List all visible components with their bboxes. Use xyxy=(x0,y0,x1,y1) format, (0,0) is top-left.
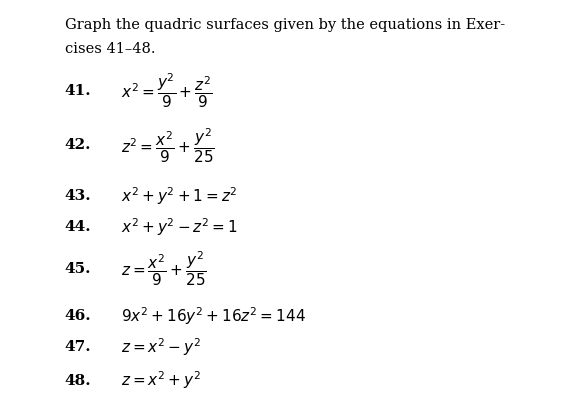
Text: $x^2 + y^2 - z^2 = 1$: $x^2 + y^2 - z^2 = 1$ xyxy=(121,217,238,238)
Text: 43.: 43. xyxy=(65,189,91,203)
Text: 46.: 46. xyxy=(65,309,91,323)
Text: 41.: 41. xyxy=(65,84,91,98)
Text: $z^2 = \dfrac{x^2}{9} + \dfrac{y^2}{25}$: $z^2 = \dfrac{x^2}{9} + \dfrac{y^2}{25}$ xyxy=(121,126,215,165)
Text: Graph the quadric surfaces given by the equations in Exer-: Graph the quadric surfaces given by the … xyxy=(65,18,505,32)
Text: $z = x^2 - y^2$: $z = x^2 - y^2$ xyxy=(121,337,201,358)
Text: $x^2 = \dfrac{y^2}{9} + \dfrac{z^2}{9}$: $x^2 = \dfrac{y^2}{9} + \dfrac{z^2}{9}$ xyxy=(121,72,212,110)
Text: 47.: 47. xyxy=(65,341,91,354)
Text: $x^2 + y^2 + 1 = z^2$: $x^2 + y^2 + 1 = z^2$ xyxy=(121,185,238,207)
Text: 45.: 45. xyxy=(65,262,91,276)
Text: 42.: 42. xyxy=(65,139,91,152)
Text: 48.: 48. xyxy=(65,374,91,387)
Text: $z = \dfrac{x^2}{9} + \dfrac{y^2}{25}$: $z = \dfrac{x^2}{9} + \dfrac{y^2}{25}$ xyxy=(121,249,207,288)
Text: cises 41–48.: cises 41–48. xyxy=(65,42,155,57)
Text: 44.: 44. xyxy=(65,221,91,234)
Text: $z = x^2 + y^2$: $z = x^2 + y^2$ xyxy=(121,370,201,391)
Text: $9x^2 + 16y^2 + 16z^2 = 144$: $9x^2 + 16y^2 + 16z^2 = 144$ xyxy=(121,305,306,327)
